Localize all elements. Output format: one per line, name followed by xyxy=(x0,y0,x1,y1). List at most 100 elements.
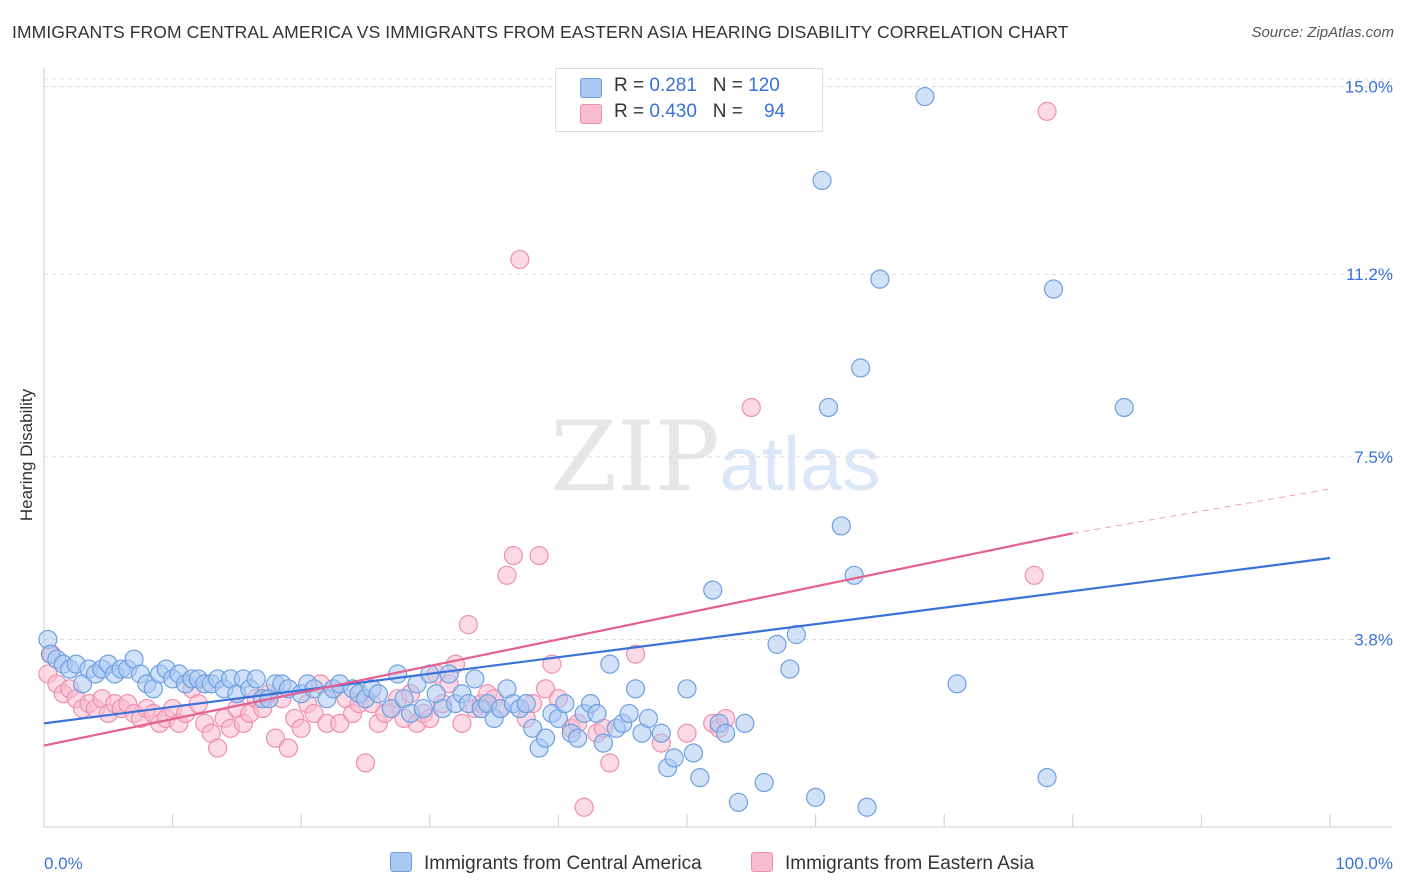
y-tick-label: 15.0% xyxy=(1345,78,1393,97)
point-central-america xyxy=(844,565,864,585)
point-eastern-asia xyxy=(265,728,286,748)
grid xyxy=(44,78,1392,640)
legend-n-label: N = xyxy=(712,101,749,122)
point-central-america xyxy=(677,679,697,699)
point-central-america xyxy=(831,516,851,536)
tick-labels: 3.8% 7.5% 11.2% 15.0% 0.0% 100.0% xyxy=(44,78,1393,873)
point-central-america xyxy=(600,654,620,674)
point-central-america xyxy=(683,743,704,763)
trend-eastern-asia xyxy=(43,532,1074,747)
point-eastern-asia xyxy=(503,545,523,566)
point-central-america xyxy=(587,703,607,724)
point-central-america xyxy=(1043,279,1064,299)
trend-eastern-asia-extension xyxy=(1072,488,1331,534)
point-central-america xyxy=(735,713,755,733)
point-central-america xyxy=(568,728,588,748)
legend-swatch-blue xyxy=(580,78,602,98)
point-central-america xyxy=(413,698,433,719)
point-central-america xyxy=(690,768,710,788)
correlation-legend: R = 0.281 N = 120 R = 0.430 N = 94 xyxy=(555,68,823,132)
point-central-america xyxy=(381,698,401,719)
point-central-america xyxy=(947,674,967,694)
point-central-america xyxy=(703,580,723,600)
bottom-legend-eastern-asia: Immigrants from Eastern Asia xyxy=(751,852,1034,875)
y-tick-label: 3.8% xyxy=(1354,630,1393,649)
legend-r-label: R = xyxy=(614,75,650,96)
point-central-america xyxy=(651,723,671,743)
series-central-america-points xyxy=(38,86,1134,817)
point-central-america xyxy=(439,664,459,684)
point-eastern-asia xyxy=(677,723,697,743)
point-central-america xyxy=(728,792,749,812)
legend-r-value: 0.430 xyxy=(649,101,697,122)
watermark-zip: ZIP xyxy=(550,401,719,513)
point-eastern-asia xyxy=(208,738,228,758)
point-central-america xyxy=(368,684,388,704)
point-central-america xyxy=(812,170,832,191)
watermark-atlas: atlas xyxy=(720,422,881,507)
point-central-america xyxy=(555,694,575,714)
point-eastern-asia xyxy=(510,249,530,270)
point-central-america xyxy=(664,748,684,768)
point-central-america xyxy=(1037,768,1057,788)
point-eastern-asia xyxy=(574,797,594,817)
bottom-legend-swatch-blue xyxy=(390,852,412,872)
point-central-america xyxy=(465,669,485,689)
trend-lines xyxy=(43,488,1331,747)
chart-title: IMMIGRANTS FROM CENTRAL AMERICA VS IMMIG… xyxy=(12,22,1069,42)
point-eastern-asia xyxy=(330,713,350,733)
point-central-america xyxy=(915,86,935,107)
point-eastern-asia xyxy=(458,615,478,635)
point-eastern-asia xyxy=(741,397,761,418)
point-central-america xyxy=(786,624,806,645)
point-eastern-asia xyxy=(1037,101,1057,121)
point-eastern-asia xyxy=(278,738,298,758)
point-central-america xyxy=(715,723,736,743)
trend-central-america xyxy=(43,556,1331,725)
point-central-america xyxy=(619,703,639,724)
point-central-america xyxy=(535,728,556,748)
point-central-america xyxy=(638,708,659,729)
watermark: ZIP atlas xyxy=(550,401,880,513)
point-central-america xyxy=(870,269,890,289)
point-eastern-asia xyxy=(535,679,556,699)
axes xyxy=(43,68,1392,828)
point-eastern-asia xyxy=(497,565,517,585)
point-eastern-asia xyxy=(600,753,620,773)
point-eastern-asia xyxy=(355,753,376,773)
point-central-america xyxy=(1114,397,1134,418)
point-central-america xyxy=(246,669,266,689)
legend-swatch-pink xyxy=(580,104,602,124)
point-central-america xyxy=(818,397,839,418)
point-eastern-asia xyxy=(1024,565,1044,585)
legend-n-label: N = xyxy=(712,75,749,96)
point-central-america xyxy=(625,679,646,699)
point-central-america xyxy=(767,634,787,654)
bottom-legend-label: Immigrants from Central America xyxy=(424,853,702,874)
legend-n-value: 120 xyxy=(748,75,780,96)
point-eastern-asia xyxy=(625,644,646,664)
point-central-america xyxy=(780,659,800,679)
point-central-america xyxy=(593,733,614,753)
point-eastern-asia xyxy=(304,703,324,724)
point-eastern-asia xyxy=(529,545,549,566)
legend-r-value: 0.281 xyxy=(649,75,697,96)
point-central-america xyxy=(523,718,543,738)
bottom-legend-central-america: Immigrants from Central America xyxy=(390,852,702,875)
point-central-america xyxy=(805,787,826,807)
bottom-legend-swatch-pink xyxy=(751,852,773,872)
point-eastern-asia xyxy=(291,718,311,738)
x-tick-label-min: 0.0% xyxy=(44,854,83,873)
point-central-america xyxy=(516,694,536,714)
source-label: Source: ZipAtlas.com xyxy=(1251,24,1394,41)
point-central-america xyxy=(754,772,774,793)
x-tick-label-max: 100.0% xyxy=(1335,854,1393,873)
legend-n-value: 94 xyxy=(763,101,786,122)
legend-r-label: R = xyxy=(614,101,650,122)
y-tick-label: 11.2% xyxy=(1346,265,1393,284)
point-eastern-asia xyxy=(452,713,472,733)
y-tick-label: 7.5% xyxy=(1354,448,1393,467)
point-central-america xyxy=(857,797,877,817)
point-central-america xyxy=(851,358,871,378)
